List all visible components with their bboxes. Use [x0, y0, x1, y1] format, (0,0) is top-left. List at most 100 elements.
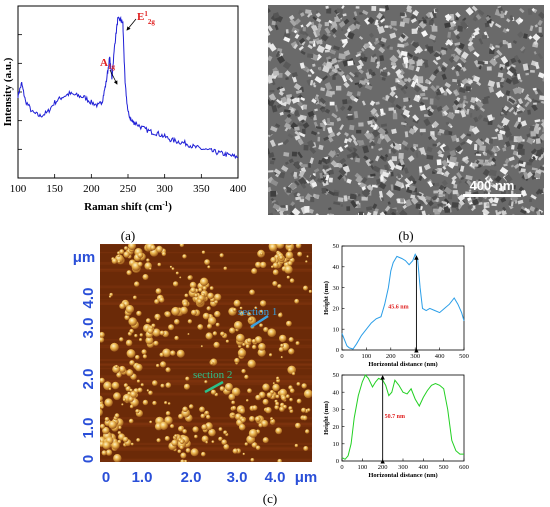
- sem-grain: [512, 150, 518, 156]
- afm-grain: [108, 420, 117, 429]
- sem-grain: [536, 210, 541, 215]
- sem-grain: [369, 140, 376, 147]
- afm-image: section 1 section 2: [100, 237, 312, 462]
- sem-grain: [483, 95, 490, 100]
- afm-grain: [142, 354, 147, 359]
- sem-grain: [294, 134, 301, 141]
- sem-grain: [337, 197, 344, 203]
- sem-grain: [432, 59, 439, 66]
- afm-grain: [180, 306, 188, 315]
- sem-grain: [323, 120, 328, 126]
- afm-grain: [248, 429, 258, 438]
- sem-grain: [516, 143, 524, 151]
- sem-grain: [297, 114, 305, 122]
- afm-grain: [301, 383, 307, 389]
- profile-y-tick-label: 0: [336, 458, 339, 465]
- sem-grain: [456, 172, 463, 180]
- afm-grain: [119, 303, 126, 310]
- sem-grain: [346, 90, 353, 97]
- afm-grain: [121, 403, 124, 406]
- sem-grain: [377, 25, 385, 34]
- sem-grain: [537, 149, 544, 156]
- sem-grain: [408, 127, 416, 135]
- sem-grain: [371, 5, 377, 11]
- sem-grain: [275, 50, 281, 58]
- afm-grain: [208, 428, 216, 437]
- afm-grain: [128, 396, 134, 402]
- sem-grain: [361, 100, 366, 106]
- sem-grain: [318, 144, 324, 151]
- sem-grain: [485, 186, 492, 194]
- sem-grain: [460, 133, 467, 140]
- sem-grain: [304, 193, 313, 202]
- profile-y-tick-label: 20: [333, 424, 340, 431]
- sem-grain: [522, 214, 527, 215]
- sem-grain: [442, 165, 447, 170]
- afm-grain: [236, 333, 245, 343]
- afm-grain: [156, 318, 160, 321]
- sem-grain: [305, 68, 311, 73]
- sem-grain: [275, 173, 279, 178]
- sem-grain: [471, 97, 476, 101]
- sem-grain: [482, 161, 489, 167]
- sem-grain: [503, 163, 508, 167]
- sem-grain: [348, 77, 354, 83]
- sem-grain: [356, 129, 362, 134]
- sem-grain: [355, 6, 360, 9]
- afm-grain: [126, 369, 134, 377]
- peak-arrow-a1g: [109, 69, 118, 85]
- sem-grain: [388, 24, 393, 30]
- afm-grain: [100, 405, 104, 409]
- sem-grain: [466, 179, 474, 187]
- sem-grain: [349, 193, 357, 200]
- sem-grain: [336, 12, 344, 20]
- sem-grain: [475, 14, 482, 21]
- afm-grain: [160, 383, 165, 388]
- sem-grain: [527, 8, 533, 16]
- sem-grain: [385, 189, 395, 199]
- sem-grain: [306, 53, 314, 59]
- afm-grain: [233, 321, 243, 330]
- afm-grain: [100, 336, 105, 343]
- sem-grain: [311, 181, 318, 188]
- afm-grain: [157, 262, 162, 267]
- afm-grain: [100, 395, 103, 402]
- sem-grain: [370, 107, 378, 115]
- sem-grain: [296, 192, 301, 197]
- sem-grain: [354, 23, 361, 30]
- sem-grain: [531, 103, 538, 112]
- afm-grain: [194, 293, 198, 298]
- sem-grain: [367, 68, 373, 75]
- sem-grain: [441, 73, 447, 80]
- sem-grain: [445, 40, 451, 46]
- sem-grain: [454, 47, 463, 55]
- sem-grain: [336, 8, 344, 14]
- sem-grain: [389, 90, 396, 97]
- sem-grain: [418, 166, 423, 173]
- afm-grain: [272, 262, 279, 269]
- sem-grain: [276, 103, 282, 109]
- afm-grain: [116, 372, 122, 378]
- sem-grain: [538, 11, 544, 20]
- sem-grain: [541, 164, 544, 171]
- sem-grain: [430, 215, 436, 221]
- sem-grain: [343, 138, 349, 144]
- sem-grain: [400, 121, 407, 126]
- afm-grain: [271, 265, 274, 269]
- afm-grain: [123, 251, 130, 258]
- afm-scan-streak: [100, 268, 312, 272]
- afm-grain: [164, 416, 173, 425]
- sem-grain: [445, 14, 452, 22]
- sem-grain: [324, 49, 330, 53]
- sem-grain: [291, 97, 299, 104]
- sem-grain: [453, 184, 458, 189]
- afm-grain: [286, 237, 290, 241]
- sem-grain: [470, 207, 476, 212]
- sem-grain: [441, 159, 449, 168]
- sem-grain: [400, 50, 408, 57]
- afm-grain: [237, 348, 247, 358]
- sem-grain: [418, 76, 424, 84]
- sem-grain: [468, 36, 474, 42]
- afm-grain: [108, 295, 112, 298]
- sem-grain: [331, 27, 338, 34]
